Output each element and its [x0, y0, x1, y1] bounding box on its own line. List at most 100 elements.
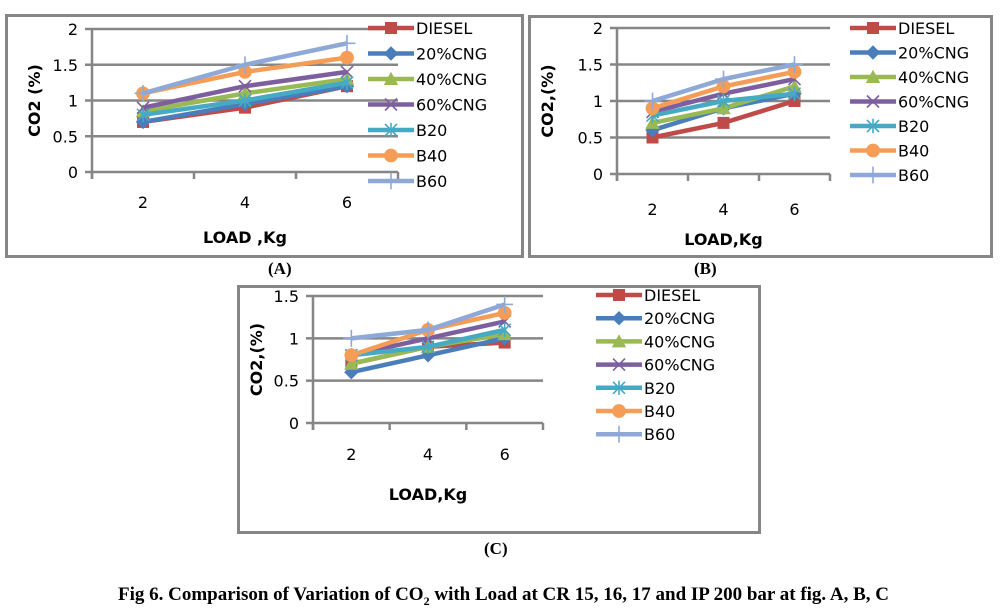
legend-label: B40: [416, 147, 447, 166]
legend-label: 20%CNG: [898, 44, 969, 63]
x-axis-title: LOAD ,Kg: [203, 228, 287, 247]
legend-item: 20%CNG: [596, 309, 715, 328]
series-b60: [342, 296, 514, 347]
subfigure-label-a: (A): [268, 259, 292, 278]
data-point: [340, 75, 354, 90]
figure-caption: Fig 6. Comparison of Variation of CO2 wi…: [0, 584, 1007, 609]
caption-suffix: with Load at CR 15, 16, 17 and IP 200 ba…: [429, 584, 889, 605]
legend-label: 40%CNG: [898, 68, 969, 87]
y-tick-label: 0.5: [578, 129, 603, 148]
y-tick-label: 0: [68, 163, 78, 182]
x-tick-label: 2: [138, 193, 148, 212]
legend-marker-triangle-icon: [865, 69, 881, 83]
legend: DIESEL 20%CNG 40%CNG 60%CNG B20 B40 B60: [596, 286, 715, 444]
x-tick-label: 2: [647, 200, 657, 219]
legend-label: 40%CNG: [644, 332, 715, 351]
legend-label: B60: [898, 166, 929, 185]
legend-marker-diamond-icon: [865, 45, 881, 60]
chart-c: 0 0.5 1 1.5 2 4 6 LOAD,Kg CO2,(%) DIESEL 20%CNG 40%…: [237, 285, 761, 534]
legend-marker-square-icon: [385, 22, 397, 34]
x-tick-label: 6: [342, 193, 352, 212]
legend-marker-circle-icon: [866, 143, 880, 158]
legend: DIESEL 20%CNG 40%CNG 60%CNG B20 B40 B60: [850, 19, 969, 185]
data-point: [717, 116, 730, 129]
data-point: [787, 86, 802, 101]
subfigure-label-b: (B): [694, 259, 717, 278]
data-point: [342, 329, 360, 347]
caption-subscript: 2: [423, 593, 430, 608]
legend-label: 60%CNG: [644, 356, 715, 375]
legend-marker-square-icon: [867, 22, 879, 34]
legend-marker-x-icon: [612, 358, 626, 372]
legend-marker-plus-icon: [382, 172, 400, 190]
legend-item: 40%CNG: [596, 332, 715, 351]
data-point: [340, 50, 354, 65]
data-point: [134, 84, 152, 102]
data-point: [421, 339, 435, 354]
data-point: [646, 131, 659, 144]
y-tick-label: 2: [68, 20, 78, 39]
data-point: [236, 56, 254, 74]
series-b20: [136, 75, 354, 122]
legend-item: DIESEL: [596, 286, 700, 305]
data-point: [497, 306, 512, 320]
legend-label: B20: [416, 121, 447, 140]
legend-item: 40%CNG: [850, 68, 969, 87]
legend-item: DIESEL: [850, 19, 954, 38]
legend-item: 20%CNG: [850, 44, 969, 63]
legend-label: B60: [644, 425, 675, 444]
y-tick-label: 1.5: [578, 56, 603, 75]
legend-marker-plus-icon: [864, 166, 882, 184]
data-point: [496, 296, 514, 313]
legend-item: B20: [850, 117, 929, 136]
legend-marker-plus-icon: [610, 425, 628, 443]
legend-item: B60: [596, 425, 675, 444]
legend-marker-square-icon: [613, 289, 625, 301]
series-diesel: [646, 95, 801, 144]
legend-marker-x-icon: [866, 94, 880, 109]
data-point: [238, 79, 252, 93]
legend-marker-star-icon: [384, 122, 398, 138]
legend-marker-star-icon: [612, 380, 626, 395]
data-point: [238, 93, 252, 108]
legend-item: 60%CNG: [368, 96, 487, 115]
y-axis-title: CO2 (%): [25, 64, 44, 137]
legend-marker-x-icon: [384, 97, 398, 112]
legend-marker-diamond-icon: [611, 311, 627, 326]
legend-item: 60%CNG: [850, 93, 969, 112]
x-tick-label: 2: [346, 445, 356, 464]
legend-label: 60%CNG: [416, 96, 487, 115]
y-tick-label: 1.5: [53, 56, 78, 75]
legend-label: 40%CNG: [416, 70, 487, 89]
legend-label: B20: [898, 117, 929, 136]
legend-item: 20%CNG: [368, 45, 487, 64]
legend-item: B20: [596, 379, 675, 398]
y-tick-label: 1: [68, 92, 78, 111]
legend-label: DIESEL: [416, 19, 472, 38]
legend-item: B40: [850, 142, 929, 161]
data-point: [340, 65, 354, 79]
y-tick-label: 0: [289, 414, 299, 433]
legend-marker-star-icon: [866, 118, 880, 134]
data-point: [136, 107, 150, 122]
x-tick-label: 6: [500, 445, 510, 464]
chart-b: 0 0.5 1 1.5 2 2 4 6 LOAD,Kg CO2,(%) DIESEL 20%CNG 40…: [528, 15, 993, 258]
y-tick-label: 0: [593, 165, 603, 184]
data-point: [715, 70, 732, 88]
legend-label: DIESEL: [644, 286, 700, 305]
data-point: [338, 34, 356, 52]
legend-item: B60: [368, 172, 447, 191]
legend-marker-triangle-icon: [611, 334, 627, 348]
legend-marker-circle-icon: [612, 404, 626, 418]
y-axis-title: CO2,(%): [247, 323, 266, 396]
series-b60: [134, 34, 356, 102]
y-axis-title: CO2,(%): [538, 64, 557, 137]
legend-label: 60%CNG: [898, 93, 969, 112]
y-tick-label: 0.5: [53, 127, 78, 146]
data-point: [344, 348, 359, 363]
data-point: [419, 321, 437, 339]
chart-a: 0 0.5 1 1.5 2 2 4 6 LOAD ,Kg CO2 (%) DIESEL 20%CNG 4…: [5, 14, 524, 258]
legend-item: B60: [850, 166, 929, 185]
legend-marker-triangle-icon: [383, 71, 399, 85]
legend-label: 20%CNG: [416, 45, 487, 64]
